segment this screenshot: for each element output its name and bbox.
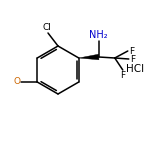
Polygon shape — [79, 54, 99, 60]
Text: Cl: Cl — [43, 23, 51, 32]
Text: NH₂: NH₂ — [90, 30, 108, 40]
Text: HCl: HCl — [126, 64, 144, 74]
Text: F: F — [130, 55, 135, 64]
Text: F: F — [120, 71, 125, 80]
Text: F: F — [129, 47, 134, 55]
Text: O: O — [14, 78, 21, 86]
